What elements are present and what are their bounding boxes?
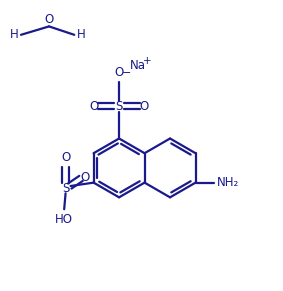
Text: H: H [9,28,18,41]
Text: O: O [44,13,54,26]
Text: Na: Na [130,59,146,72]
Text: −: − [122,68,132,79]
Text: S: S [115,100,123,113]
Text: +: + [143,56,151,66]
Text: O: O [89,100,98,113]
Text: O: O [140,100,149,113]
Text: HO: HO [55,213,73,226]
Text: O: O [81,171,90,184]
Text: O: O [114,66,124,79]
Text: S: S [62,182,69,195]
Text: O: O [61,151,70,164]
Text: NH₂: NH₂ [216,176,239,189]
Text: H: H [77,28,86,41]
